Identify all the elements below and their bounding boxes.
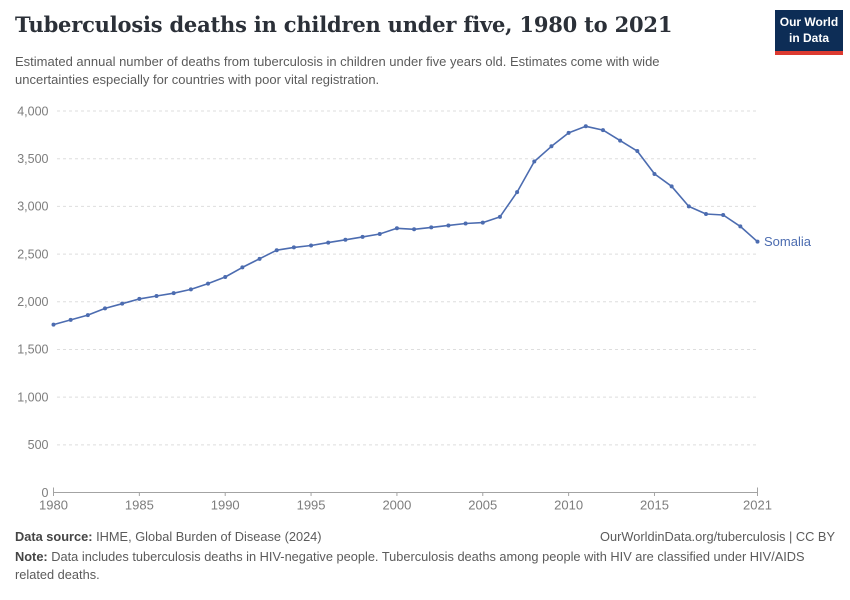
y-tick-label-2500: 2,500 [17, 247, 48, 261]
data-point-somalia-1999[interactable] [377, 232, 382, 237]
y-tick-label-2000: 2,000 [17, 295, 48, 309]
owid-logo-line1: Our World [779, 15, 839, 29]
data-point-somalia-2011[interactable] [583, 124, 588, 129]
y-tick-label-0: 0 [42, 486, 49, 500]
note-label: Note: [15, 549, 48, 564]
x-tick-label-2021: 2021 [743, 498, 772, 513]
data-point-somalia-2008[interactable] [532, 159, 537, 164]
data-point-somalia-1984[interactable] [120, 301, 125, 306]
data-point-somalia-1980[interactable] [51, 322, 56, 327]
y-tick-label-4000: 4,000 [17, 104, 48, 118]
data-point-somalia-2012[interactable] [600, 128, 605, 133]
owid-logo-line2: in Data [788, 30, 829, 45]
data-point-somalia-2003[interactable] [446, 223, 451, 228]
data-point-somalia-2014[interactable] [635, 149, 640, 154]
data-point-somalia-2006[interactable] [497, 214, 502, 219]
data-point-somalia-1982[interactable] [85, 313, 90, 318]
data-source-label: Data source: [15, 529, 93, 544]
data-source-value: IHME, Global Burden of Disease (2024) [92, 529, 322, 544]
data-point-somalia-2021[interactable] [755, 239, 760, 244]
data-point-somalia-1987[interactable] [171, 291, 176, 296]
data-point-somalia-1996[interactable] [326, 240, 331, 245]
chart-subtitle: Estimated annual number of deaths from t… [15, 54, 660, 87]
data-point-somalia-2005[interactable] [480, 220, 485, 225]
entity-label-somalia[interactable]: Somalia [764, 234, 812, 249]
data-point-somalia-1981[interactable] [68, 317, 73, 322]
data-point-somalia-1986[interactable] [154, 294, 159, 299]
chart-note: Note: Data includes tuberculosis deaths … [15, 548, 835, 584]
owid-link[interactable]: OurWorldinData.org/tuberculosis | CC BY [600, 529, 835, 544]
data-point-somalia-1990[interactable] [223, 274, 228, 279]
data-point-somalia-2004[interactable] [463, 221, 468, 226]
data-point-somalia-2010[interactable] [566, 130, 571, 135]
data-point-somalia-2017[interactable] [686, 204, 691, 209]
data-point-somalia-1983[interactable] [103, 306, 108, 311]
data-point-somalia-1998[interactable] [360, 234, 365, 239]
y-tick-label-1500: 1,500 [17, 343, 48, 357]
data-point-somalia-1994[interactable] [291, 245, 296, 250]
data-point-somalia-2016[interactable] [669, 184, 674, 189]
x-tick-label-1990: 1990 [211, 498, 240, 513]
data-point-somalia-1989[interactable] [206, 281, 211, 286]
y-tick-label-500: 500 [28, 438, 49, 452]
x-tick-label-2010: 2010 [554, 498, 583, 513]
data-point-somalia-2015[interactable] [652, 171, 657, 176]
data-point-somalia-2009[interactable] [549, 144, 554, 149]
x-tick-label-1980: 1980 [39, 498, 68, 513]
data-point-somalia-2013[interactable] [618, 138, 623, 143]
data-point-somalia-1997[interactable] [343, 237, 348, 242]
data-point-somalia-2000[interactable] [394, 226, 399, 231]
note-value: Data includes tuberculosis deaths in HIV… [15, 549, 805, 583]
y-tick-label-3000: 3,000 [17, 200, 48, 214]
x-tick-label-1995: 1995 [297, 498, 326, 513]
data-point-somalia-2002[interactable] [429, 225, 434, 230]
owid-logo[interactable]: Our World in Data [775, 10, 843, 55]
x-tick-label-1985: 1985 [125, 498, 154, 513]
data-source: Data source: IHME, Global Burden of Dise… [15, 529, 322, 544]
x-tick-label-2000: 2000 [382, 498, 411, 513]
data-point-somalia-1991[interactable] [240, 265, 245, 270]
somalia-line [53, 125, 759, 326]
x-tick-label-2015: 2015 [640, 498, 669, 513]
data-point-somalia-1995[interactable] [309, 243, 314, 248]
data-point-somalia-2020[interactable] [738, 224, 743, 229]
data-point-somalia-1988[interactable] [188, 287, 193, 292]
data-point-somalia-2001[interactable] [412, 227, 417, 232]
data-point-somalia-2018[interactable] [703, 212, 708, 217]
data-point-somalia-1985[interactable] [137, 296, 142, 301]
x-tick-label-2005: 2005 [468, 498, 497, 513]
y-tick-label-1000: 1,000 [17, 390, 48, 404]
y-tick-label-3500: 3,500 [17, 152, 48, 166]
data-point-somalia-1993[interactable] [274, 248, 279, 253]
data-point-somalia-1992[interactable] [257, 256, 262, 261]
page-title: Tuberculosis deaths in children under fi… [15, 12, 673, 37]
data-point-somalia-2019[interactable] [721, 212, 726, 217]
chart-footer: Data source: IHME, Global Burden of Dise… [15, 529, 835, 584]
data-point-somalia-2007[interactable] [515, 190, 520, 195]
